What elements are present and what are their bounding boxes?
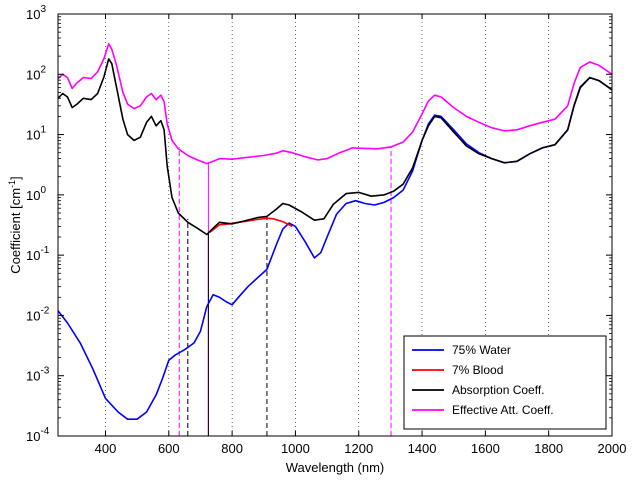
- y-axis-label: Coefficient [cm-1]: [7, 176, 23, 273]
- y-tick-base: 10: [26, 188, 40, 203]
- legend-entry: 7% Blood: [452, 363, 503, 377]
- legend-entry: Effective Att. Coeff.: [452, 403, 554, 417]
- y-tick-exponent: 3: [40, 4, 46, 15]
- x-tick-label: 1000: [281, 441, 310, 456]
- y-tick-base: 10: [26, 7, 40, 22]
- series-line-effective-att-coeff: [57, 42, 613, 165]
- series-line-7-blood: [209, 217, 293, 233]
- y-tick-base: 10: [26, 128, 40, 143]
- y-tick-exponent: 1: [40, 125, 46, 136]
- y-tick-label: 100: [26, 185, 46, 203]
- y-tick-base: 10: [26, 67, 40, 82]
- y-tick-base: 10: [26, 248, 40, 263]
- legend-box: [403, 335, 607, 430]
- y-axis-label-exponent: -1: [7, 180, 17, 188]
- x-tick-label: 1200: [344, 441, 373, 456]
- y-tick-label: 10-4: [26, 426, 50, 444]
- x-tick-label: 1600: [471, 441, 500, 456]
- y-tick-label: 103: [26, 4, 46, 22]
- x-axis-label: Wavelength (nm): [286, 460, 385, 475]
- y-tick-label: 10-2: [26, 305, 50, 323]
- legend-entry: 75% Water: [452, 343, 511, 357]
- y-tick-exponent: -4: [40, 426, 49, 437]
- y-tick-base: 10: [26, 308, 40, 323]
- y-tick-exponent: -3: [40, 366, 49, 377]
- y-tick-exponent: -1: [40, 245, 49, 256]
- legend: 75% Water 7% Blood Absorption Coeff. Effect…: [403, 335, 607, 430]
- x-tick-label: 1800: [534, 441, 563, 456]
- y-tick-label: 10-1: [26, 245, 50, 263]
- x-axis-ticks: 400 600 800 1000 1200 1400 1600 1800 2000: [95, 14, 627, 456]
- x-tick-label: 1400: [408, 441, 437, 456]
- y-tick-label: 102: [26, 64, 46, 82]
- y-tick-exponent: 2: [40, 64, 46, 75]
- y-tick-label: 101: [26, 125, 46, 143]
- y-tick-base: 10: [26, 369, 40, 384]
- legend-entry: Absorption Coeff.: [452, 383, 545, 397]
- y-tick-label: 10-3: [26, 366, 50, 384]
- x-tick-label: 800: [221, 441, 243, 456]
- x-tick-label: 2000: [598, 441, 627, 456]
- plot-frame: [57, 13, 613, 437]
- y-axis-label-close: ]: [8, 176, 23, 180]
- series-lines: [57, 42, 613, 421]
- vertical-markers: [178, 147, 392, 436]
- series-line-absorption-coeff: [57, 58, 613, 236]
- y-axis-label-main: Coefficient [cm: [8, 188, 23, 274]
- x-tick-label: 600: [158, 441, 180, 456]
- x-tick-label: 400: [95, 441, 117, 456]
- y-tick-exponent: -2: [40, 305, 49, 316]
- y-tick-exponent: 0: [40, 185, 46, 196]
- y-tick-base: 10: [26, 429, 40, 444]
